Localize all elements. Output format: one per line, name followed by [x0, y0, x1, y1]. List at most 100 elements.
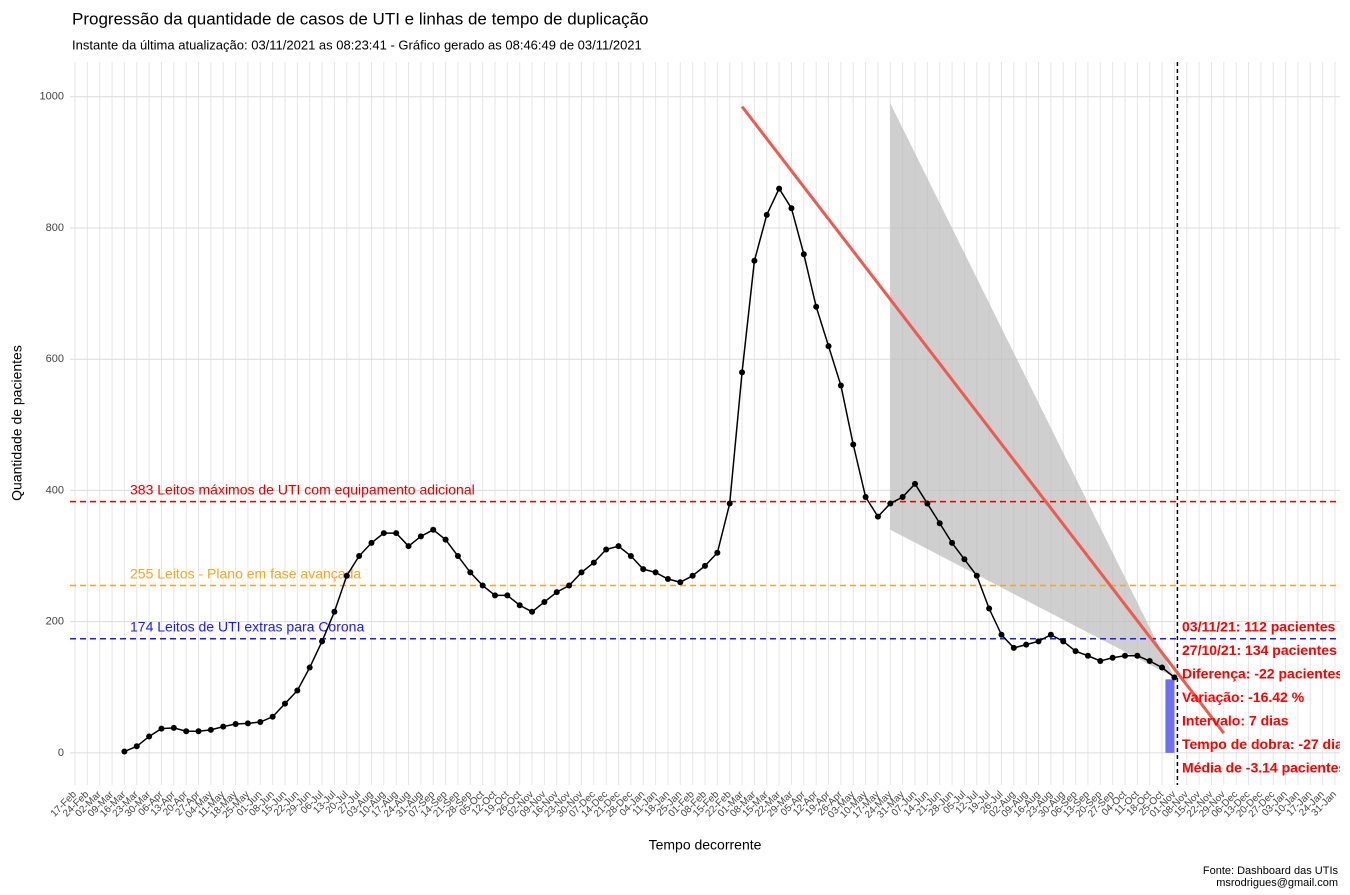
data-point [442, 536, 449, 543]
y-axis-label: Quantidade de pacientes [9, 345, 25, 501]
data-point [1084, 652, 1091, 659]
data-point [492, 592, 498, 599]
annotation: Intervalo: 7 dias [1182, 713, 1289, 729]
data-point [1171, 674, 1178, 681]
data-point [1134, 652, 1141, 659]
data-point [257, 719, 264, 726]
annotation: Tempo de dobra: -27 dias [1182, 736, 1350, 752]
data-point [1060, 638, 1067, 645]
reference-label: 174 Leitos de UTI extras para Corona [130, 618, 364, 634]
data-point [664, 575, 671, 582]
data-point [1010, 644, 1017, 651]
data-point [986, 605, 993, 612]
data-point [973, 572, 980, 579]
data-point [825, 343, 832, 350]
data-point [566, 582, 573, 589]
chart-subtitle: Instante da última atualização: 03/11/20… [72, 37, 642, 52]
data-point [837, 382, 844, 389]
data-line [124, 187, 1175, 753]
data-point [961, 556, 968, 563]
data-point [553, 589, 560, 596]
data-point [504, 592, 511, 599]
data-point [1109, 654, 1116, 661]
y-tick-label: 200 [46, 616, 64, 628]
data-point [343, 572, 350, 579]
reference-label: 383 Leitos máximos de UTI com equipament… [130, 481, 475, 497]
data-point [998, 631, 1005, 638]
data-point [541, 598, 548, 605]
data-point [368, 539, 375, 546]
annotation: Média de -3.14 pacientes [1182, 760, 1346, 776]
current-bar [1165, 679, 1175, 753]
data-point [121, 748, 128, 755]
y-tick-label: 400 [46, 484, 64, 496]
data-point [1023, 641, 1030, 648]
reference-label: 255 Leitos - Plano em fase avançada [130, 565, 361, 581]
data-point [702, 562, 708, 569]
data-point [1097, 658, 1104, 665]
data-point [220, 723, 227, 730]
data-point [850, 441, 857, 448]
data-point [1159, 664, 1166, 671]
data-point [306, 664, 313, 671]
data-point [751, 257, 758, 264]
data-point [516, 602, 523, 609]
data-point [356, 553, 363, 560]
annotation: 27/10/21: 134 pacientes [1182, 642, 1337, 658]
data-point [578, 569, 585, 576]
plot-area: 383 Leitos máximos de UTI com equipament… [70, 62, 1350, 785]
data-point [170, 724, 177, 731]
source: msrodrigues@gmail.com [1216, 877, 1338, 889]
data-point [529, 608, 536, 615]
data-point [590, 559, 597, 566]
data-point [1122, 652, 1128, 659]
data-point [615, 543, 622, 550]
data-point [640, 566, 647, 573]
data-point [1047, 631, 1054, 638]
data-point [244, 720, 251, 727]
data-point [862, 493, 869, 500]
data-point [417, 533, 424, 540]
data-point [763, 211, 770, 218]
data-point [874, 513, 881, 520]
data-point [294, 687, 301, 694]
annotation: 03/11/21: 112 pacientes [1182, 619, 1336, 635]
trend-line [740, 105, 1226, 735]
data-point [949, 539, 956, 546]
data-point [936, 520, 943, 527]
data-point [195, 728, 202, 735]
data-point [887, 500, 894, 507]
annotation: Variação: -16.42 % [1182, 689, 1305, 705]
data-point [331, 608, 338, 615]
data-point [1035, 638, 1042, 645]
x-axis-label: Tempo decorrente [649, 837, 762, 853]
data-point [158, 725, 165, 732]
data-point [282, 700, 288, 707]
data-point [454, 553, 461, 560]
data-point [430, 526, 437, 533]
data-point [899, 493, 906, 500]
data-point [924, 500, 931, 507]
data-point [739, 369, 746, 376]
y-tick-label: 0 [58, 747, 64, 759]
data-point [380, 530, 387, 537]
data-point [912, 480, 918, 487]
data-point [603, 546, 610, 553]
chart-title: Progressão da quantidade de casos de UTI… [72, 9, 649, 28]
forecast-band [890, 103, 1175, 678]
data-point [1146, 658, 1153, 665]
annotation: Diferença: -22 pacientes [1182, 666, 1343, 682]
data-point [813, 303, 820, 310]
data-point [269, 713, 276, 720]
data-point [689, 572, 696, 579]
data-point [207, 726, 214, 733]
data-point [183, 728, 190, 735]
data-point [714, 549, 721, 556]
data-point [677, 579, 684, 586]
data-point [319, 638, 326, 645]
data-point [146, 733, 153, 740]
data-point [1072, 648, 1079, 655]
data-point [405, 543, 412, 550]
data-point [232, 720, 239, 727]
